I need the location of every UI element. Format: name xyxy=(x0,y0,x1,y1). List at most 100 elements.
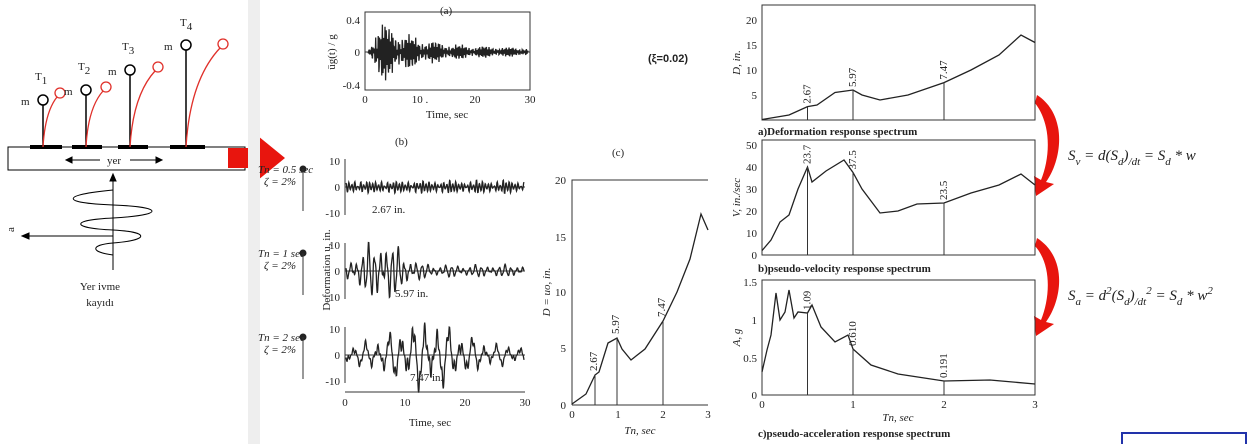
curved-arrows xyxy=(1034,95,1060,336)
panel-label: (b) xyxy=(395,136,408,148)
time-history xyxy=(367,24,529,81)
panel-label: (a) xyxy=(440,5,453,17)
formula-part: = d(S xyxy=(1080,148,1118,164)
mass-label: m xyxy=(21,96,30,108)
y-tick-label: 10 xyxy=(329,324,341,336)
plot-frame xyxy=(761,4,1036,121)
period-symbol: T xyxy=(35,71,42,83)
formula: Sa = d2(Sd)/dt2 = Sd * w2 xyxy=(1068,285,1213,308)
formula-part: = d xyxy=(1081,288,1107,304)
panel-label: (c) xyxy=(612,147,625,159)
y-tick-label: 10 xyxy=(329,156,341,168)
y-tick-label: 0 xyxy=(752,250,758,262)
mass-label: m xyxy=(164,41,173,53)
period-index: 4 xyxy=(187,21,193,33)
formula-part: d xyxy=(1118,156,1124,168)
formula-part: d xyxy=(1177,296,1183,308)
y-axis-label: D, in. xyxy=(731,50,743,76)
formula-part: d xyxy=(1165,156,1171,168)
structure-diagram: yer a Yer ivme kayıdı xyxy=(5,38,246,309)
y-tick-label: 0 xyxy=(335,182,341,194)
plot-frame xyxy=(761,139,1036,256)
plot-frame xyxy=(571,179,708,405)
annotation: 2.67 xyxy=(802,84,814,104)
formula-part: S xyxy=(1068,288,1076,304)
x-tick-label: 1 xyxy=(850,399,856,411)
mass-label: m xyxy=(64,86,73,98)
x-axis-label: Tn, sec xyxy=(624,425,655,437)
time-history xyxy=(345,322,525,393)
y-tick-label: 15 xyxy=(746,40,758,52)
y-tick-label: -10 xyxy=(325,376,340,388)
caption: c)pseudo-acceleration response spectrum xyxy=(758,428,950,440)
period-index: 1 xyxy=(42,75,48,87)
formula-part: /dt xyxy=(1134,296,1148,308)
y-axis-label: D = uo, in. xyxy=(541,268,553,318)
caption: a)Deformation response spectrum xyxy=(758,126,917,138)
x-tick-label: 3 xyxy=(1032,399,1038,411)
formula: Sv = d(Sd)/dt = Sd * w xyxy=(1068,148,1196,168)
y-tick-label: 20 xyxy=(746,206,758,218)
annotation: 5.97 xyxy=(847,67,859,87)
plot-frame xyxy=(761,279,1036,396)
y-axis-label: V, in./sec xyxy=(731,178,743,217)
formula-part: ) xyxy=(1129,288,1135,304)
ground-base xyxy=(7,146,246,171)
y-tick-label: 30 xyxy=(746,184,758,196)
y-tick-label: 0 xyxy=(355,47,361,59)
y-tick-label: 5 xyxy=(561,343,567,355)
annotation: 5.97 xyxy=(610,314,622,334)
x-tick-label: 1 xyxy=(615,409,621,421)
plot-frame xyxy=(364,11,531,91)
formula-part: a xyxy=(1076,296,1082,308)
period-label: T2 xyxy=(78,61,90,77)
ground-arrows xyxy=(20,156,164,270)
annotation: 23.5 xyxy=(938,180,950,200)
y-tick-label: 1.5 xyxy=(743,277,757,289)
scan-edge xyxy=(248,0,260,444)
period-label: T3 xyxy=(122,41,135,57)
x-tick-label: 2 xyxy=(660,409,666,421)
period-index: 2 xyxy=(85,65,91,77)
y-tick-label: 20 xyxy=(746,15,758,27)
row-period: Tn = 1 sec xyxy=(258,248,305,260)
period-symbol: T xyxy=(78,61,85,73)
formula-part: 2 xyxy=(1207,285,1213,297)
y-tick-label: 10 xyxy=(329,240,341,252)
time-history xyxy=(345,178,525,196)
ground-label: yer xyxy=(107,155,121,167)
annotation: 7.47 xyxy=(656,297,668,317)
peak-label: 5.97 in. xyxy=(395,288,429,300)
formula-part: (S xyxy=(1112,288,1125,304)
annotation: 0.191 xyxy=(938,353,950,378)
y-tick-label: -10 xyxy=(325,292,340,304)
x-tick-label: 2 xyxy=(941,399,947,411)
x-tick-label: 10 . xyxy=(412,94,429,106)
y-tick-label: 10 xyxy=(746,228,758,240)
spectrum-curve xyxy=(571,211,709,405)
spectrum-curve xyxy=(761,159,1036,252)
x-axis-label: Tn, sec xyxy=(882,412,913,424)
x-tick-label: 30 xyxy=(520,397,532,409)
x-tick-label: 0 xyxy=(569,409,575,421)
y-tick-label: 0.4 xyxy=(346,15,360,27)
peak-label: 7.47 in. xyxy=(410,372,444,384)
period-label: T1 xyxy=(35,71,47,87)
record-label: kayıdı xyxy=(86,297,114,309)
x-tick-label: 10 xyxy=(400,397,412,409)
y-axis-label: A, g xyxy=(731,328,743,347)
formula-part: * w xyxy=(1182,288,1207,304)
y-tick-label: 10 xyxy=(746,65,758,77)
y-tick-label: 0 xyxy=(752,390,758,402)
y-tick-label: 5 xyxy=(752,90,758,102)
spectrum-curve xyxy=(761,34,1036,121)
peak-label: 2.67 in. xyxy=(372,204,406,216)
footer-box xyxy=(1121,432,1247,444)
y-tick-label: 1 xyxy=(752,315,758,327)
annotation: 2.67 xyxy=(588,351,600,371)
x-tick-label: 0 xyxy=(759,399,765,411)
deflected-towers xyxy=(42,38,229,148)
y-tick-label: 15 xyxy=(555,232,567,244)
y-tick-label: 50 xyxy=(746,140,758,152)
annotation: 37.5 xyxy=(847,150,859,170)
